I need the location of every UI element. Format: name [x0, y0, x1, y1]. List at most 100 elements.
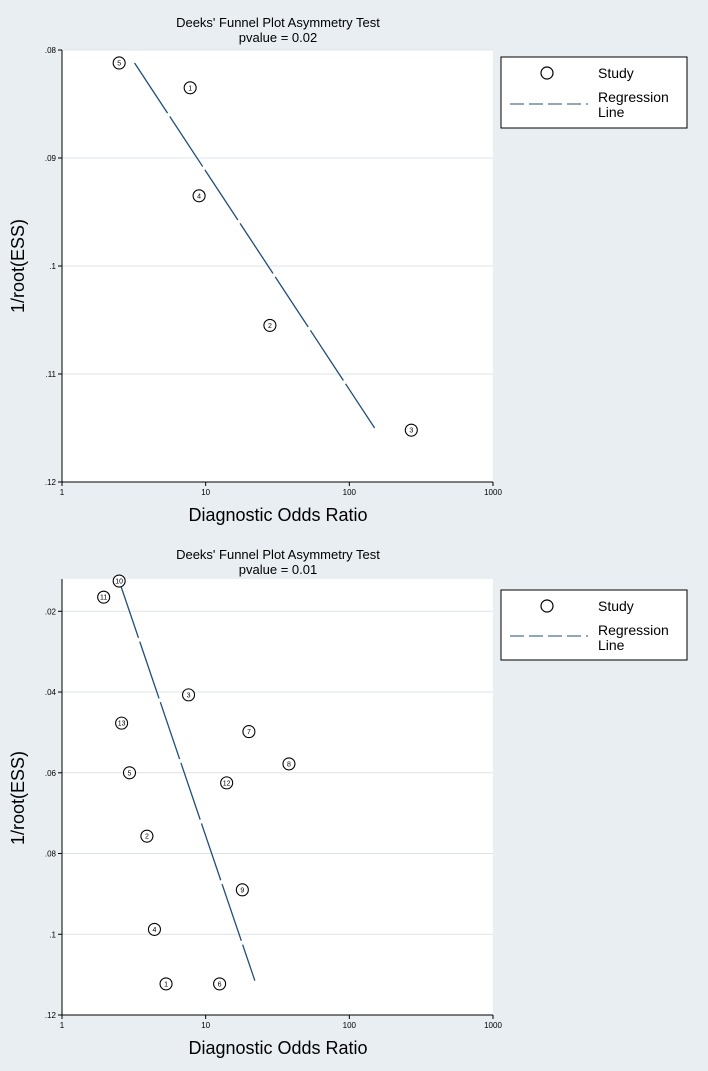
chart-2-y-ticks: .02 .04 .06 .08 .1 .12 — [45, 607, 62, 1020]
chart-2-y-tick-label: .08 — [45, 850, 57, 859]
chart-1-study-marker — [263, 318, 277, 332]
chart-2-y-axis-label: 1/root(ESS) — [8, 751, 28, 845]
chart-1-subtitle: pvalue = 0.02 — [239, 30, 317, 45]
chart-2-legend: Study Regression Line — [500, 589, 688, 661]
chart-2-study-label: 10 — [115, 579, 123, 586]
chart-1-y-tick-label: .11 — [45, 370, 56, 379]
chart-2-study-point-5: 5 — [122, 766, 137, 780]
chart-2-x-tick-label: 1 — [60, 1021, 65, 1030]
chart-1-y-tick-label: .1 — [49, 262, 56, 271]
chart-1-study-label: 3 — [409, 428, 413, 435]
chart-2-x-ticks: 1 10 100 1000 — [60, 1015, 502, 1030]
chart-1-study-marker — [404, 423, 418, 437]
chart-2-axes — [61, 579, 493, 1016]
chart-1-study-point-5: 5 — [112, 56, 126, 70]
chart-2-study-marker — [242, 725, 256, 739]
chart-2-y-tick-label: .04 — [45, 688, 57, 697]
chart-2-study-point-10: 10 — [112, 574, 126, 588]
chart-1-regression — [134, 62, 376, 429]
chart-1-study-label: 4 — [197, 193, 201, 200]
chart-2-study-label: 4 — [152, 927, 156, 934]
chart-2-x-tick-label: 1000 — [484, 1021, 502, 1030]
chart-2-study-marker — [112, 574, 126, 588]
chart-2-legend-regression: Regression — [598, 622, 669, 638]
chart-2-legend-study: Study — [598, 598, 634, 614]
chart-2-study-marker — [122, 766, 137, 780]
chart-2-study-label: 6 — [218, 981, 222, 988]
chart-2-study-point-8: 8 — [282, 757, 296, 771]
chart-2-study-point-1: 1 — [159, 977, 173, 991]
chart-2-study-marker — [97, 590, 111, 604]
chart-2-points: 10 11 3 13 7 8 5 12 2 9 4 1 6 — [97, 574, 296, 991]
chart-1-study-marker — [183, 81, 197, 95]
chart-1-x-tick-label: 100 — [343, 488, 357, 497]
chart-2-study-marker — [213, 977, 227, 991]
chart-2-x-axis-label: Diagnostic Odds Ratio — [188, 1038, 367, 1058]
chart-1-study-marker — [112, 56, 126, 70]
chart-2-study-marker — [140, 829, 154, 843]
chart-1-regression-line — [134, 62, 376, 429]
chart-1-study-label: 1 — [188, 85, 192, 92]
chart-1-x-tick-label: 1 — [60, 488, 65, 497]
chart-1-legend: Study Regression Line — [500, 56, 688, 129]
chart-2-study-label: 3 — [187, 692, 191, 699]
chart-2-study-label: 13 — [118, 721, 126, 728]
chart-1-legend-study: Study — [598, 65, 634, 81]
chart-2-study-marker — [159, 977, 173, 991]
chart-1-study-marker — [192, 189, 206, 203]
chart-2-study-marker — [147, 922, 161, 936]
chart-1-y-tick-label: .08 — [45, 46, 57, 55]
chart-2-study-label: 1 — [164, 981, 168, 988]
chart-1-legend-box — [500, 56, 688, 129]
chart-2-regression-line — [118, 580, 256, 981]
chart-2-study-marker — [181, 688, 196, 702]
chart-1-points: 5 1 4 2 3 — [112, 56, 418, 437]
chart-2-subtitle: pvalue = 0.01 — [239, 562, 317, 577]
chart-2-study-marker — [220, 776, 234, 790]
chart-1-x-tick-label: 10 — [201, 488, 210, 497]
chart-2-y-tick-label: .1 — [49, 930, 56, 939]
chart-2-study-label: 5 — [128, 770, 132, 777]
chart-1-study-point-4: 4 — [192, 189, 206, 203]
chart-2-study-point-3: 3 — [181, 688, 196, 702]
funnel-plot-1: Deeks' Funnel Plot Asymmetry Test pvalue… — [8, 15, 688, 525]
chart-2-study-point-7: 7 — [242, 725, 256, 739]
chart-1-legend-line: Line — [598, 104, 625, 120]
chart-1-study-point-1: 1 — [183, 81, 197, 95]
chart-2-x-tick-label: 100 — [343, 1021, 357, 1030]
chart-2-study-point-13: 13 — [115, 716, 129, 730]
chart-2-regression — [118, 580, 256, 981]
chart-2-y-tick-label: .12 — [45, 1011, 57, 1020]
chart-2-study-label: 11 — [100, 595, 107, 602]
chart-1-study-point-3: 3 — [404, 423, 418, 437]
chart-2-study-marker — [115, 716, 129, 730]
chart-1-y-axis-label: 1/root(ESS) — [8, 219, 28, 313]
chart-1-x-ticks: 1 10 100 1000 — [60, 482, 502, 497]
chart-2-study-label: 7 — [247, 729, 251, 736]
chart-1-y-ticks: .08 .09 .1 .11 .12 — [45, 46, 62, 487]
chart-2-study-marker — [235, 883, 249, 897]
chart-1-y-tick-label: .09 — [45, 154, 57, 163]
chart-2-study-point-6: 6 — [213, 977, 227, 991]
chart-2-study-label: 12 — [223, 780, 231, 787]
chart-1-study-point-2: 2 — [263, 318, 277, 332]
chart-1-study-label: 2 — [268, 323, 272, 330]
chart-2-study-point-2: 2 — [140, 829, 154, 843]
chart-1-y-tick-label: .12 — [45, 478, 57, 487]
chart-2-study-point-9: 9 — [235, 883, 249, 897]
chart-1-title: Deeks' Funnel Plot Asymmetry Test — [176, 15, 380, 30]
chart-2-title: Deeks' Funnel Plot Asymmetry Test — [176, 547, 380, 562]
chart-1-x-tick-label: 1000 — [484, 488, 502, 497]
chart-1-legend-regression: Regression — [598, 89, 669, 105]
chart-2-study-marker — [282, 757, 296, 771]
chart-2-legend-line: Line — [598, 637, 625, 653]
chart-2-x-tick-label: 10 — [201, 1021, 210, 1030]
chart-2-study-label: 8 — [287, 761, 291, 768]
chart-2-study-point-4: 4 — [147, 922, 161, 936]
chart-2-study-label: 9 — [240, 887, 244, 894]
chart-2-y-tick-label: .06 — [45, 769, 57, 778]
chart-2-study-point-11: 11 — [97, 590, 111, 604]
funnel-plot-2: Deeks' Funnel Plot Asymmetry Test pvalue… — [8, 547, 688, 1058]
chart-2-plot-area — [62, 579, 493, 1015]
